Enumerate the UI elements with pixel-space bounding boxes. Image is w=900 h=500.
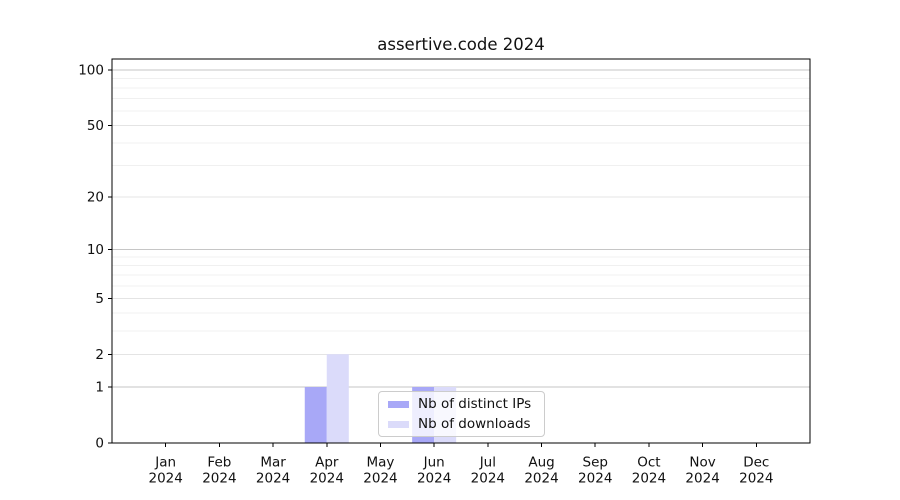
legend-item-distinct-ips: Nb of distinct IPs xyxy=(388,396,535,412)
x-tick-label-year: 2024 xyxy=(685,471,719,487)
x-tick-label-year: 2024 xyxy=(578,471,612,487)
y-tick-label: 5 xyxy=(95,291,104,307)
y-tick-label: 10 xyxy=(87,242,104,258)
x-tick-label-month: Jul xyxy=(479,455,496,471)
x-tick-label-month: Apr xyxy=(315,455,339,471)
x-tick-label-month: Aug xyxy=(528,455,554,471)
legend-swatch-downloads-icon xyxy=(388,420,409,428)
x-tick-label-year: 2024 xyxy=(632,471,666,487)
x-tick-label-year: 2024 xyxy=(310,471,344,487)
legend: Nb of distinct IPs Nb of downloads xyxy=(378,391,545,437)
y-tick-label: 2 xyxy=(95,347,104,363)
x-tick-label-month: May xyxy=(367,455,395,471)
legend-label-distinct-ips: Nb of distinct IPs xyxy=(418,396,532,412)
chart-title: assertive.code 2024 xyxy=(377,35,545,54)
y-tick-label: 0 xyxy=(95,436,104,452)
y-tick-label: 20 xyxy=(87,190,104,206)
y-tick-label: 50 xyxy=(87,118,104,134)
x-tick-label-month: Jan xyxy=(154,455,176,471)
x-tick-label-month: Oct xyxy=(637,455,660,471)
x-tick-label-year: 2024 xyxy=(256,471,290,487)
bar-apr-distinct-ips xyxy=(304,387,327,443)
x-tick-label-year: 2024 xyxy=(202,471,236,487)
bar-apr-downloads xyxy=(326,354,349,443)
x-tick-label-year: 2024 xyxy=(739,471,773,487)
x-tick-label-month: Dec xyxy=(743,455,769,471)
x-tick-label-month: Jun xyxy=(423,455,445,471)
x-tick-label-month: Mar xyxy=(260,455,286,471)
y-tick-label: 1 xyxy=(95,380,104,396)
x-tick-label-month: Sep xyxy=(583,455,608,471)
y-tick-label: 100 xyxy=(78,63,104,79)
x-tick-label-year: 2024 xyxy=(471,471,505,487)
plot-frame xyxy=(111,58,811,444)
x-tick-label-year: 2024 xyxy=(417,471,451,487)
x-tick-label-month: Nov xyxy=(689,455,715,471)
legend-swatch-distinct-ips-icon xyxy=(388,400,409,408)
x-tick-label-year: 2024 xyxy=(363,471,397,487)
x-tick-label-year: 2024 xyxy=(149,471,183,487)
legend-item-downloads: Nb of downloads xyxy=(388,416,535,432)
x-tick-label-year: 2024 xyxy=(524,471,558,487)
legend-label-downloads: Nb of downloads xyxy=(418,416,531,432)
x-tick-label-month: Feb xyxy=(207,455,231,471)
